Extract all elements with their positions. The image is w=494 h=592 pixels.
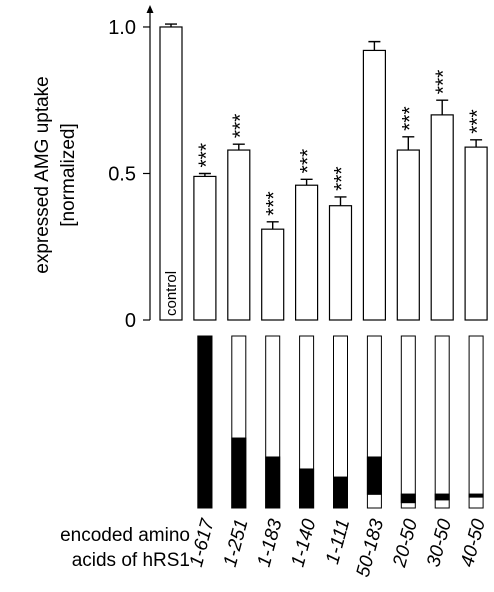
error-bar: [232, 143, 245, 151]
significance-label: ***: [297, 149, 320, 174]
y-tick-label: 0.5: [108, 163, 136, 185]
significance-label: ***: [263, 191, 286, 216]
error-bar: [165, 23, 177, 27]
x-tick-label: 40-50: [457, 516, 490, 569]
y-tick-label: 0: [125, 310, 136, 332]
x-tick-label: 20-50: [389, 516, 422, 570]
bar: [227, 149, 251, 321]
x-tick-label: 1-140: [288, 516, 321, 569]
x-tick-label: 1-251: [220, 517, 253, 569]
error-bar: [436, 99, 449, 115]
x-tick-label: 50-183: [353, 516, 389, 579]
significance-label: ***: [229, 114, 252, 139]
bar: [295, 184, 319, 321]
schematic-label: acids of hRS1: [72, 550, 190, 571]
x-tick-label: 30-50: [423, 516, 456, 569]
bar: [430, 114, 454, 321]
error-bar: [470, 139, 483, 148]
significance-label: ***: [398, 106, 421, 131]
bar-label: control: [163, 271, 180, 316]
error-bar: [402, 136, 415, 151]
construct-segment: [434, 493, 450, 501]
x-tick-label: 1-617: [186, 515, 219, 569]
schematic-label: encoded amino: [60, 525, 190, 546]
significance-label: ***: [195, 143, 218, 168]
construct-segment: [468, 493, 484, 498]
error-bar: [334, 196, 347, 206]
construct-segment: [333, 476, 348, 509]
construct-segment: [231, 437, 247, 509]
x-tick-label: 1-111: [322, 517, 354, 567]
construct-box: [400, 335, 416, 509]
significance-label: ***: [466, 109, 489, 134]
construct-segment: [400, 493, 416, 504]
bar: [396, 149, 420, 321]
error-bar: [198, 172, 211, 177]
axis-arrow: [146, 5, 154, 13]
bar: [328, 205, 353, 321]
construct-segment: [366, 456, 382, 495]
construct-segment: [197, 335, 213, 509]
significance-label: ***: [432, 70, 455, 95]
error-bar: [266, 221, 279, 230]
y-axis-label: [normalized]: [58, 123, 79, 227]
bar: [193, 175, 217, 321]
bar: [261, 228, 285, 321]
y-axis-label: expressed AMG uptake: [32, 76, 53, 274]
construct-segment: [265, 456, 281, 509]
construct-segment: [299, 468, 315, 509]
bar: [362, 49, 386, 321]
y-tick-label: 1.0: [108, 17, 136, 39]
error-bar: [300, 178, 313, 186]
error-bar: [368, 40, 381, 51]
construct-box: [468, 335, 484, 509]
x-tick-label: 1-183: [254, 516, 287, 569]
bar: [464, 146, 488, 321]
construct-box: [434, 335, 450, 509]
significance-label: ***: [331, 166, 354, 191]
